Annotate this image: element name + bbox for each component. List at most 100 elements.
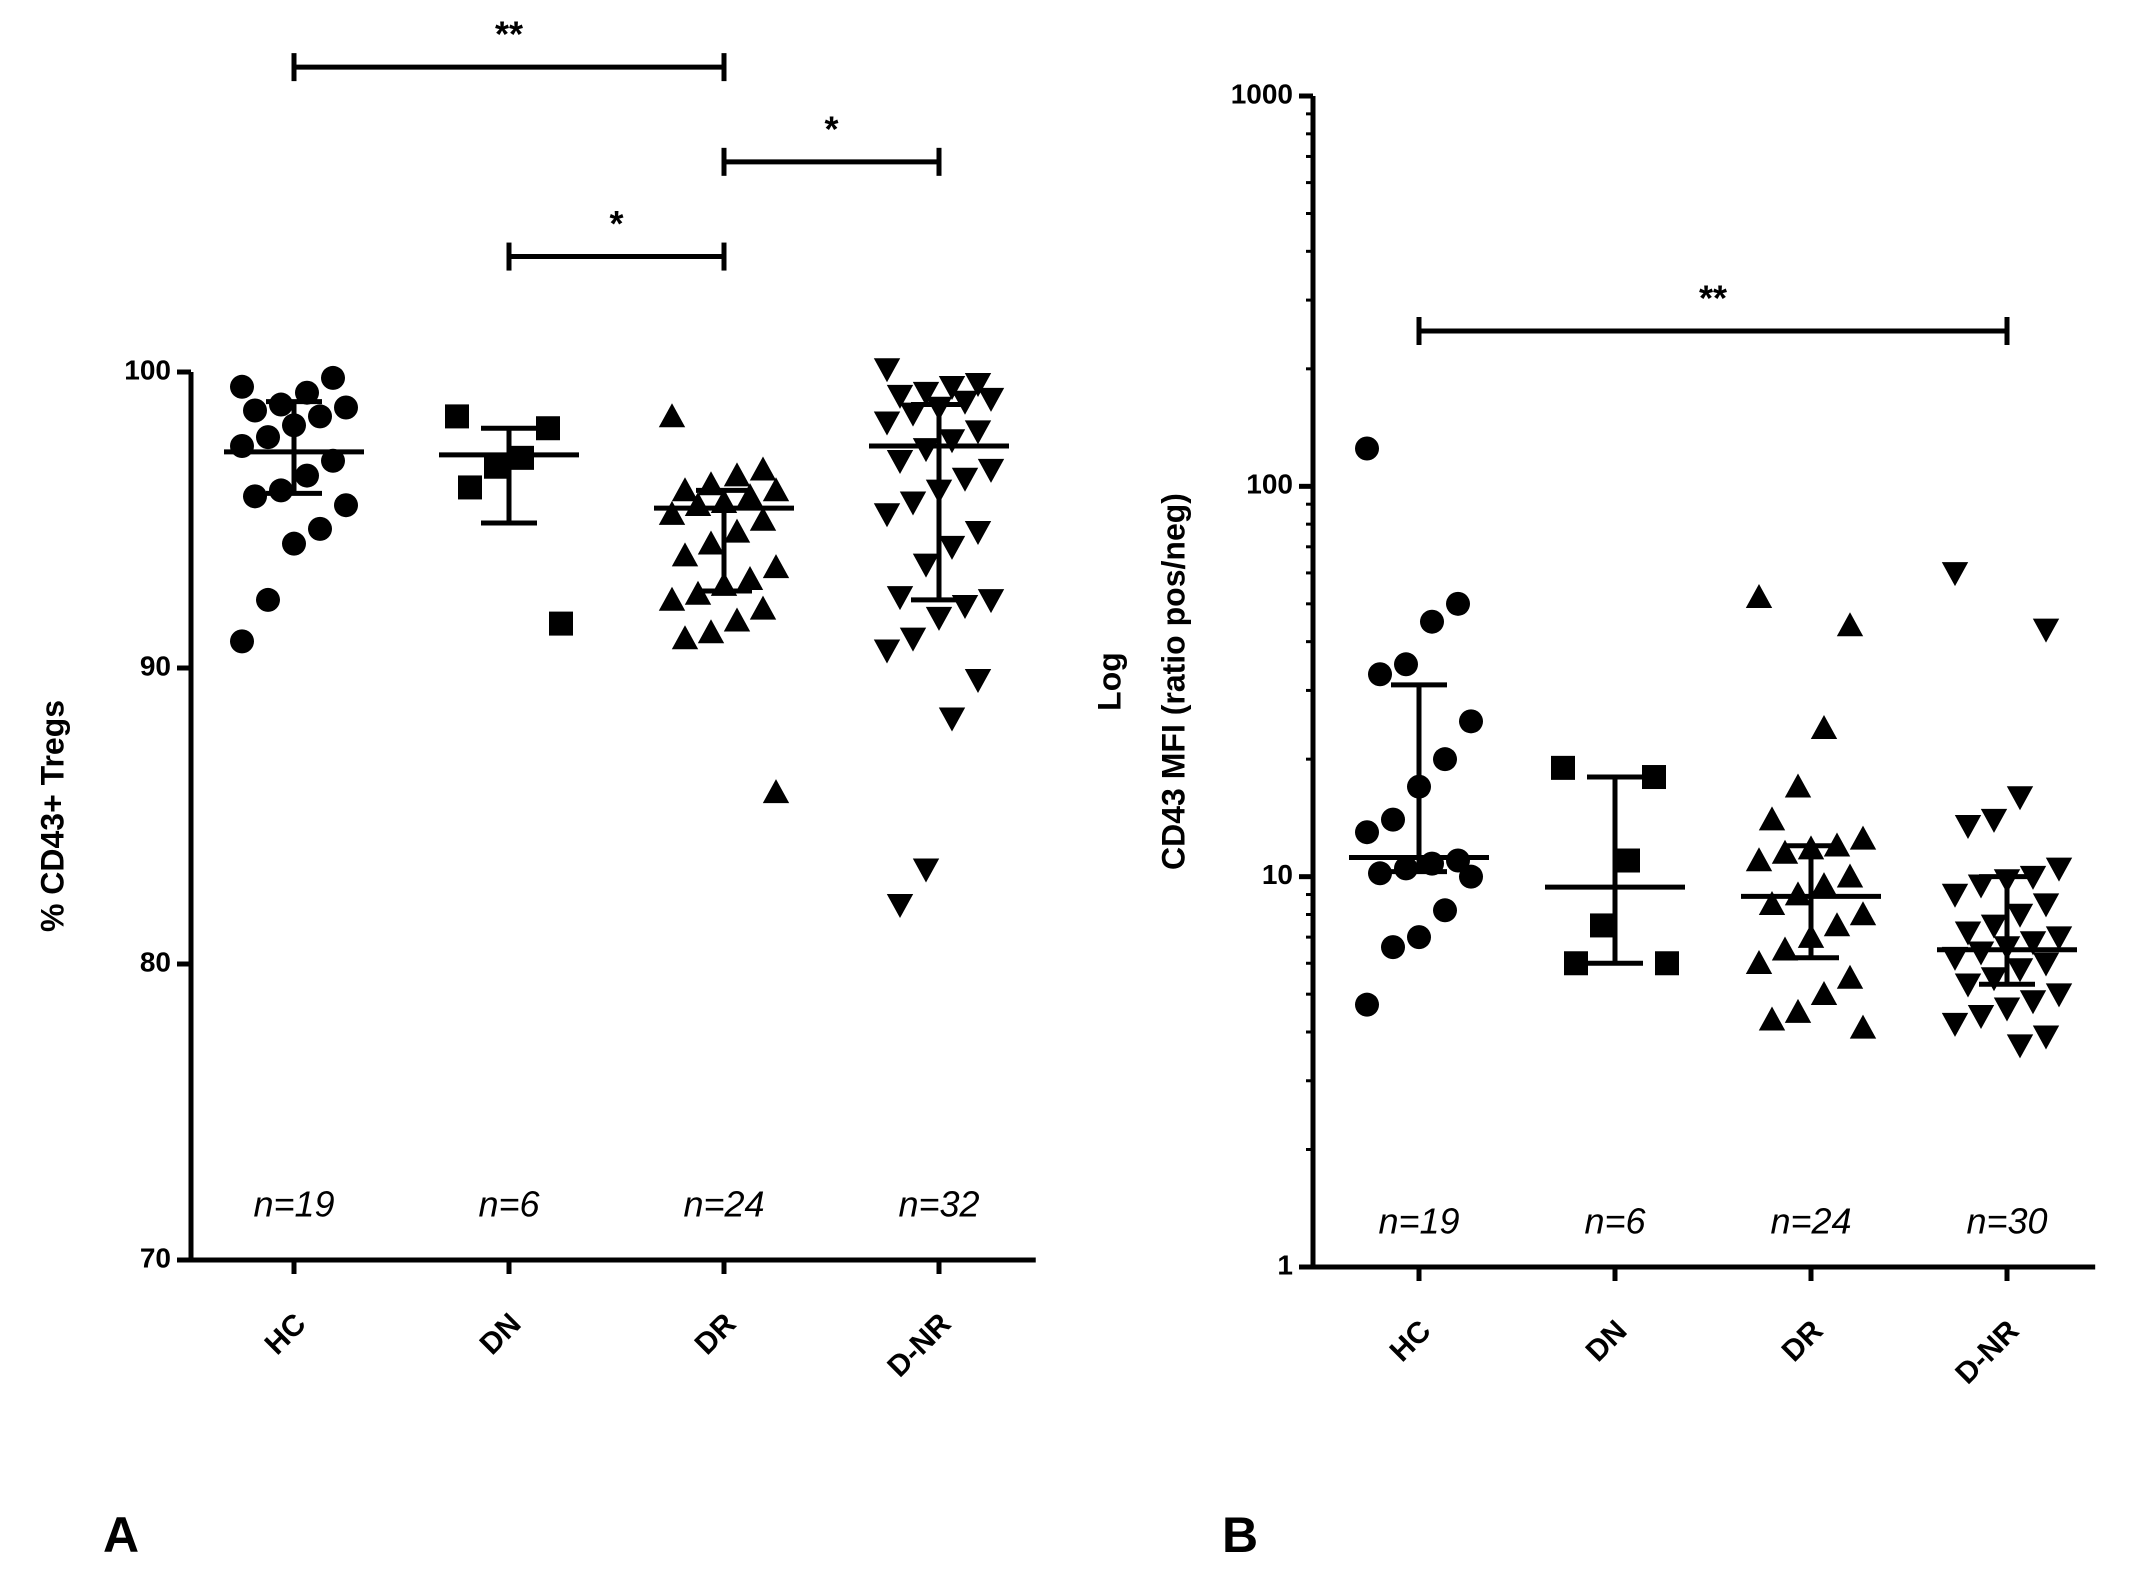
data-point xyxy=(1381,807,1405,832)
data-point xyxy=(321,448,345,473)
data-point xyxy=(1954,814,1982,839)
data-point xyxy=(2045,857,2073,882)
data-point xyxy=(1745,950,1773,975)
y-tick-label: 100 xyxy=(1246,469,1293,500)
data-point xyxy=(230,374,254,399)
data-point xyxy=(2019,990,2047,1015)
data-point xyxy=(1758,806,1786,831)
data-point xyxy=(1836,863,1864,888)
data-point xyxy=(308,404,332,429)
data-point xyxy=(1836,612,1864,637)
data-point xyxy=(964,420,992,445)
data-point xyxy=(1394,652,1418,677)
data-point xyxy=(964,669,992,694)
significance-label: ** xyxy=(1699,278,1727,319)
data-point xyxy=(977,589,1005,614)
data-point xyxy=(1849,901,1877,926)
data-point xyxy=(1758,891,1786,916)
y-tick-label: 90 xyxy=(140,650,171,681)
data-point xyxy=(1655,951,1679,976)
data-point xyxy=(886,384,914,409)
data-point xyxy=(1967,941,1995,966)
data-point xyxy=(1784,998,1812,1023)
n-label: n=32 xyxy=(898,1184,979,1225)
data-point xyxy=(912,381,940,406)
data-point xyxy=(230,629,254,654)
data-point xyxy=(1810,980,1838,1005)
data-point xyxy=(658,403,686,428)
data-point xyxy=(873,358,901,383)
data-point xyxy=(1394,856,1418,881)
data-point xyxy=(671,477,699,502)
data-point xyxy=(243,484,267,509)
data-point xyxy=(321,365,345,390)
y-axis-label: Log xyxy=(1091,652,1127,711)
data-point xyxy=(1433,898,1457,923)
data-point xyxy=(2045,983,2073,1008)
data-point xyxy=(1980,808,2008,833)
data-point xyxy=(658,500,686,525)
x-tick-label: HC xyxy=(1384,1314,1438,1368)
data-point xyxy=(658,586,686,611)
data-point xyxy=(912,858,940,883)
data-point xyxy=(1616,848,1640,873)
y-tick-label: 1000 xyxy=(1231,78,1293,109)
data-point xyxy=(2032,952,2060,977)
n-label: n=19 xyxy=(253,1184,334,1225)
data-point xyxy=(1564,951,1588,976)
data-point xyxy=(1849,825,1877,850)
data-point xyxy=(2006,958,2034,983)
n-label: n=24 xyxy=(683,1184,764,1225)
panel-letter: A xyxy=(103,1507,139,1563)
data-point xyxy=(762,477,790,502)
data-point xyxy=(736,483,764,508)
data-point xyxy=(2032,618,2060,643)
y-tick-label: 70 xyxy=(140,1242,171,1273)
data-point xyxy=(1941,883,1969,908)
n-label: n=6 xyxy=(1584,1201,1646,1242)
data-point xyxy=(977,387,1005,412)
y-tick-label: 10 xyxy=(1262,859,1293,890)
data-point xyxy=(1758,1006,1786,1031)
data-point xyxy=(951,467,979,492)
data-point xyxy=(1823,912,1851,937)
data-point xyxy=(1980,914,2008,939)
significance-label: * xyxy=(824,108,838,149)
significance-label: * xyxy=(609,203,623,244)
y-tick-label: 1 xyxy=(1277,1249,1293,1280)
data-point xyxy=(1459,864,1483,889)
data-point xyxy=(2032,1025,2060,1050)
panel-letter: B xyxy=(1222,1507,1258,1563)
x-tick-label: D-NR xyxy=(1949,1314,2026,1391)
x-tick-label: DN xyxy=(1580,1314,1634,1368)
data-point xyxy=(1368,662,1392,687)
data-point xyxy=(697,619,725,644)
data-point xyxy=(2019,931,2047,956)
data-point xyxy=(1993,997,2021,1022)
significance-label: ** xyxy=(495,14,523,55)
data-point xyxy=(1941,1012,1969,1037)
y-tick-label: 80 xyxy=(140,946,171,977)
data-point xyxy=(282,531,306,556)
data-point xyxy=(1784,773,1812,798)
data-point xyxy=(938,535,966,560)
data-point xyxy=(899,491,927,516)
data-point xyxy=(938,376,966,400)
data-point xyxy=(749,456,777,481)
data-point xyxy=(1810,872,1838,897)
data-point xyxy=(1368,861,1392,886)
data-point xyxy=(964,521,992,546)
data-point xyxy=(1381,935,1405,960)
data-point xyxy=(1771,936,1799,961)
data-point xyxy=(1355,436,1379,461)
data-point xyxy=(886,586,914,611)
data-point xyxy=(1849,1014,1877,1039)
data-point xyxy=(697,530,725,555)
data-point xyxy=(295,380,319,405)
data-point xyxy=(536,416,560,441)
data-point xyxy=(1967,874,1995,899)
data-point xyxy=(2045,926,2073,951)
data-point xyxy=(2006,786,2034,811)
data-point xyxy=(1745,583,1773,608)
